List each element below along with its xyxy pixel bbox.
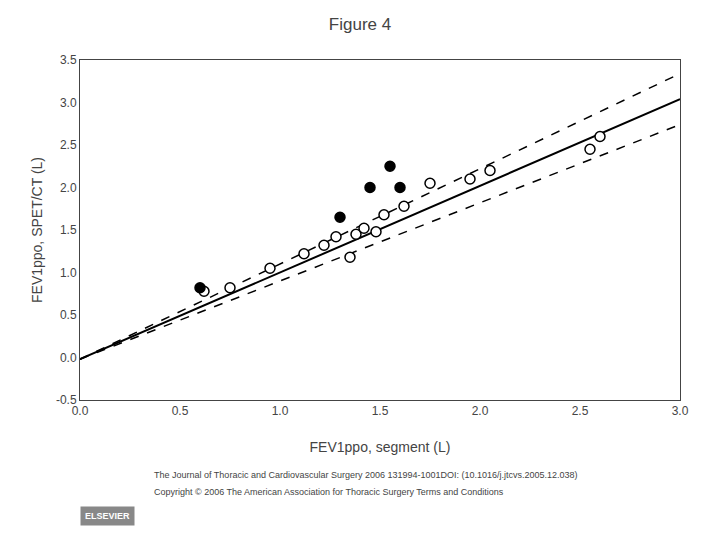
svg-text:3.0: 3.0 [672,404,689,418]
svg-text:2.0: 2.0 [60,181,77,195]
svg-text:2.5: 2.5 [60,138,77,152]
svg-text:2.5: 2.5 [572,404,589,418]
svg-text:0.5: 0.5 [60,308,77,322]
svg-text:FEV1ppo, SPET/CT (L): FEV1ppo, SPET/CT (L) [29,157,45,303]
svg-text:Figure 4: Figure 4 [329,15,391,34]
svg-text:0.5: 0.5 [172,404,189,418]
svg-text:3.5: 3.5 [60,53,77,67]
svg-text:2.0: 2.0 [472,404,489,418]
svg-text:1.0: 1.0 [60,266,77,280]
svg-text:-0.5: -0.5 [56,393,77,407]
svg-text:3.0: 3.0 [60,96,77,110]
svg-text:1.0: 1.0 [272,404,289,418]
svg-text:1.5: 1.5 [372,404,389,418]
svg-text:1.5: 1.5 [60,223,77,237]
svg-text:0.0: 0.0 [60,351,77,365]
svg-text:FEV1ppo, segment (L): FEV1ppo, segment (L) [310,439,451,455]
svg-text:The Journal of Thoracic and Ca: The Journal of Thoracic and Cardiovascul… [154,470,578,480]
svg-text:ELSEVIER: ELSEVIER [85,511,130,521]
svg-text:0.0: 0.0 [72,404,89,418]
svg-text:Copyright © 2006 The American: Copyright © 2006 The American Associatio… [154,487,504,497]
